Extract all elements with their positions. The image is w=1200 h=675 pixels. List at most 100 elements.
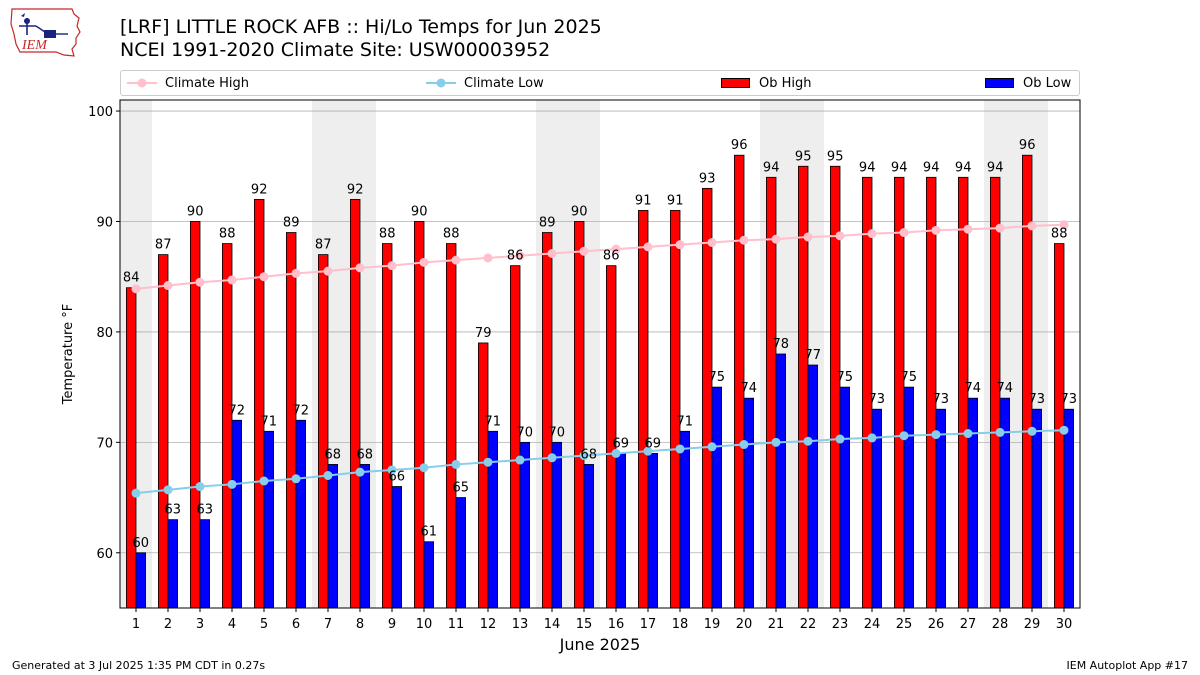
ob-low-bar [711,386,723,609]
climate-high-point [131,284,141,294]
ob-high-value-label: 86 [603,249,620,264]
climate-low-point [803,436,813,446]
ob-high-value-label: 88 [443,227,460,242]
x-tick-label: 30 [1056,617,1073,632]
iem-logo: IEM [10,8,81,57]
ob-low-value-label: 69 [645,436,662,451]
ob-high-value-label: 94 [955,160,972,175]
x-tick-label: 6 [292,617,300,632]
climate-high-point [419,257,429,267]
climate-high-point [739,235,749,245]
climate-low-point [387,465,397,475]
climate-low-point [771,437,781,447]
y-tick-label: 70 [96,436,113,451]
climate-high-point [323,266,333,276]
logo-text: IEM [21,38,48,53]
ob-low-value-label: 61 [421,525,438,540]
ob-high-value-label: 88 [219,227,236,242]
ob-high-value-label: 95 [795,149,812,164]
ob-high-bar [349,198,361,609]
x-tick-label: 16 [608,617,625,632]
climate-high-line [135,223,1065,290]
x-tick-label: 28 [992,617,1009,632]
ob-high-bar [542,232,553,609]
legend-label-climate-high: Climate High [165,75,250,91]
ob-high-bar [445,243,457,609]
x-tick-label: 5 [260,617,268,632]
y-tick-label: 60 [96,547,113,562]
ob-high-value-label: 90 [187,204,204,219]
ob-low-bar [583,464,595,609]
ob-low-value-label: 66 [389,470,406,485]
climate-high-line-icon [127,78,157,88]
legend-ob-low: Ob Low [985,74,1071,92]
ob-low-bar [1031,408,1043,609]
x-tick-label: 21 [768,617,785,632]
ob-low-bar [519,441,531,609]
climate-low-point [643,446,653,456]
climate-low-point [899,431,909,441]
x-tick-label: 2 [164,617,172,632]
legend-label-ob-high: Ob High [759,75,812,91]
climate-low-point [1059,425,1069,435]
ob-high-bar [157,254,169,609]
climate-high-point [259,272,269,282]
ob-high-value-label: 87 [155,238,172,253]
x-axis-label: June 2025 [559,635,641,654]
ob-low-value-label: 71 [261,414,278,429]
x-tick-label: 7 [324,617,332,632]
climate-high-point [643,242,653,252]
climate-low-point [835,434,845,444]
ob-high-value-label: 92 [347,182,364,197]
climate-low-line-icon [426,78,456,88]
x-tick-label: 10 [416,617,433,632]
ob-low-bar [455,497,467,609]
y-tick-label: 90 [96,215,113,230]
ob-low-bar [551,441,563,609]
ob-high-value-label: 92 [251,182,268,197]
ob-low-bar [423,541,435,609]
ob-low-value-label: 63 [197,503,214,518]
climate-high-point [387,261,397,271]
ob-high-value-label: 88 [1051,227,1068,242]
ob-low-value-label: 77 [805,348,822,363]
ob-low-bar [903,386,915,609]
ob-low-value-label: 70 [549,425,566,440]
climate-low-point [707,442,717,452]
climate-high-point [515,251,525,261]
ob-low-value-label: 63 [165,503,182,518]
ob-low-value-label: 75 [709,370,726,385]
climate-high-point [931,225,941,235]
climate-high-point [579,246,589,256]
climate-high-point [995,223,1005,233]
climate-high-point [355,263,365,273]
climate-high-point [867,229,877,239]
x-tick-label: 12 [480,617,497,632]
ob-low-value-label: 72 [229,403,246,418]
ob-low-bar [391,486,403,609]
climate-high-point [835,231,845,241]
ob-low-value-label: 69 [613,436,630,451]
ob-high-bar [894,176,905,609]
ob-high-value-label: 84 [123,271,140,286]
legend: Climate High Climate Low Ob High Ob Low [120,70,1080,96]
x-tick-label: 15 [576,617,593,632]
x-tick-label: 29 [1024,617,1041,632]
ob-low-value-label: 71 [677,414,694,429]
ob-low-bar [327,464,339,609]
ob-high-bar [413,221,425,609]
climate-high-point [163,281,173,291]
climate-low-point [227,479,237,489]
ob-high-bar [221,243,233,609]
ob-low-bar [807,364,819,609]
x-tick-label: 4 [228,617,236,632]
x-tick-label: 13 [512,617,529,632]
climate-low-point [483,457,493,467]
ob-low-swatch-icon [985,78,1014,88]
ob-high-value-label: 91 [667,193,684,208]
ob-high-bar [317,254,329,609]
ob-high-bar [126,287,137,609]
ob-high-bar [702,187,713,609]
ob-low-value-label: 65 [453,481,470,496]
x-tick-label: 23 [832,617,849,632]
